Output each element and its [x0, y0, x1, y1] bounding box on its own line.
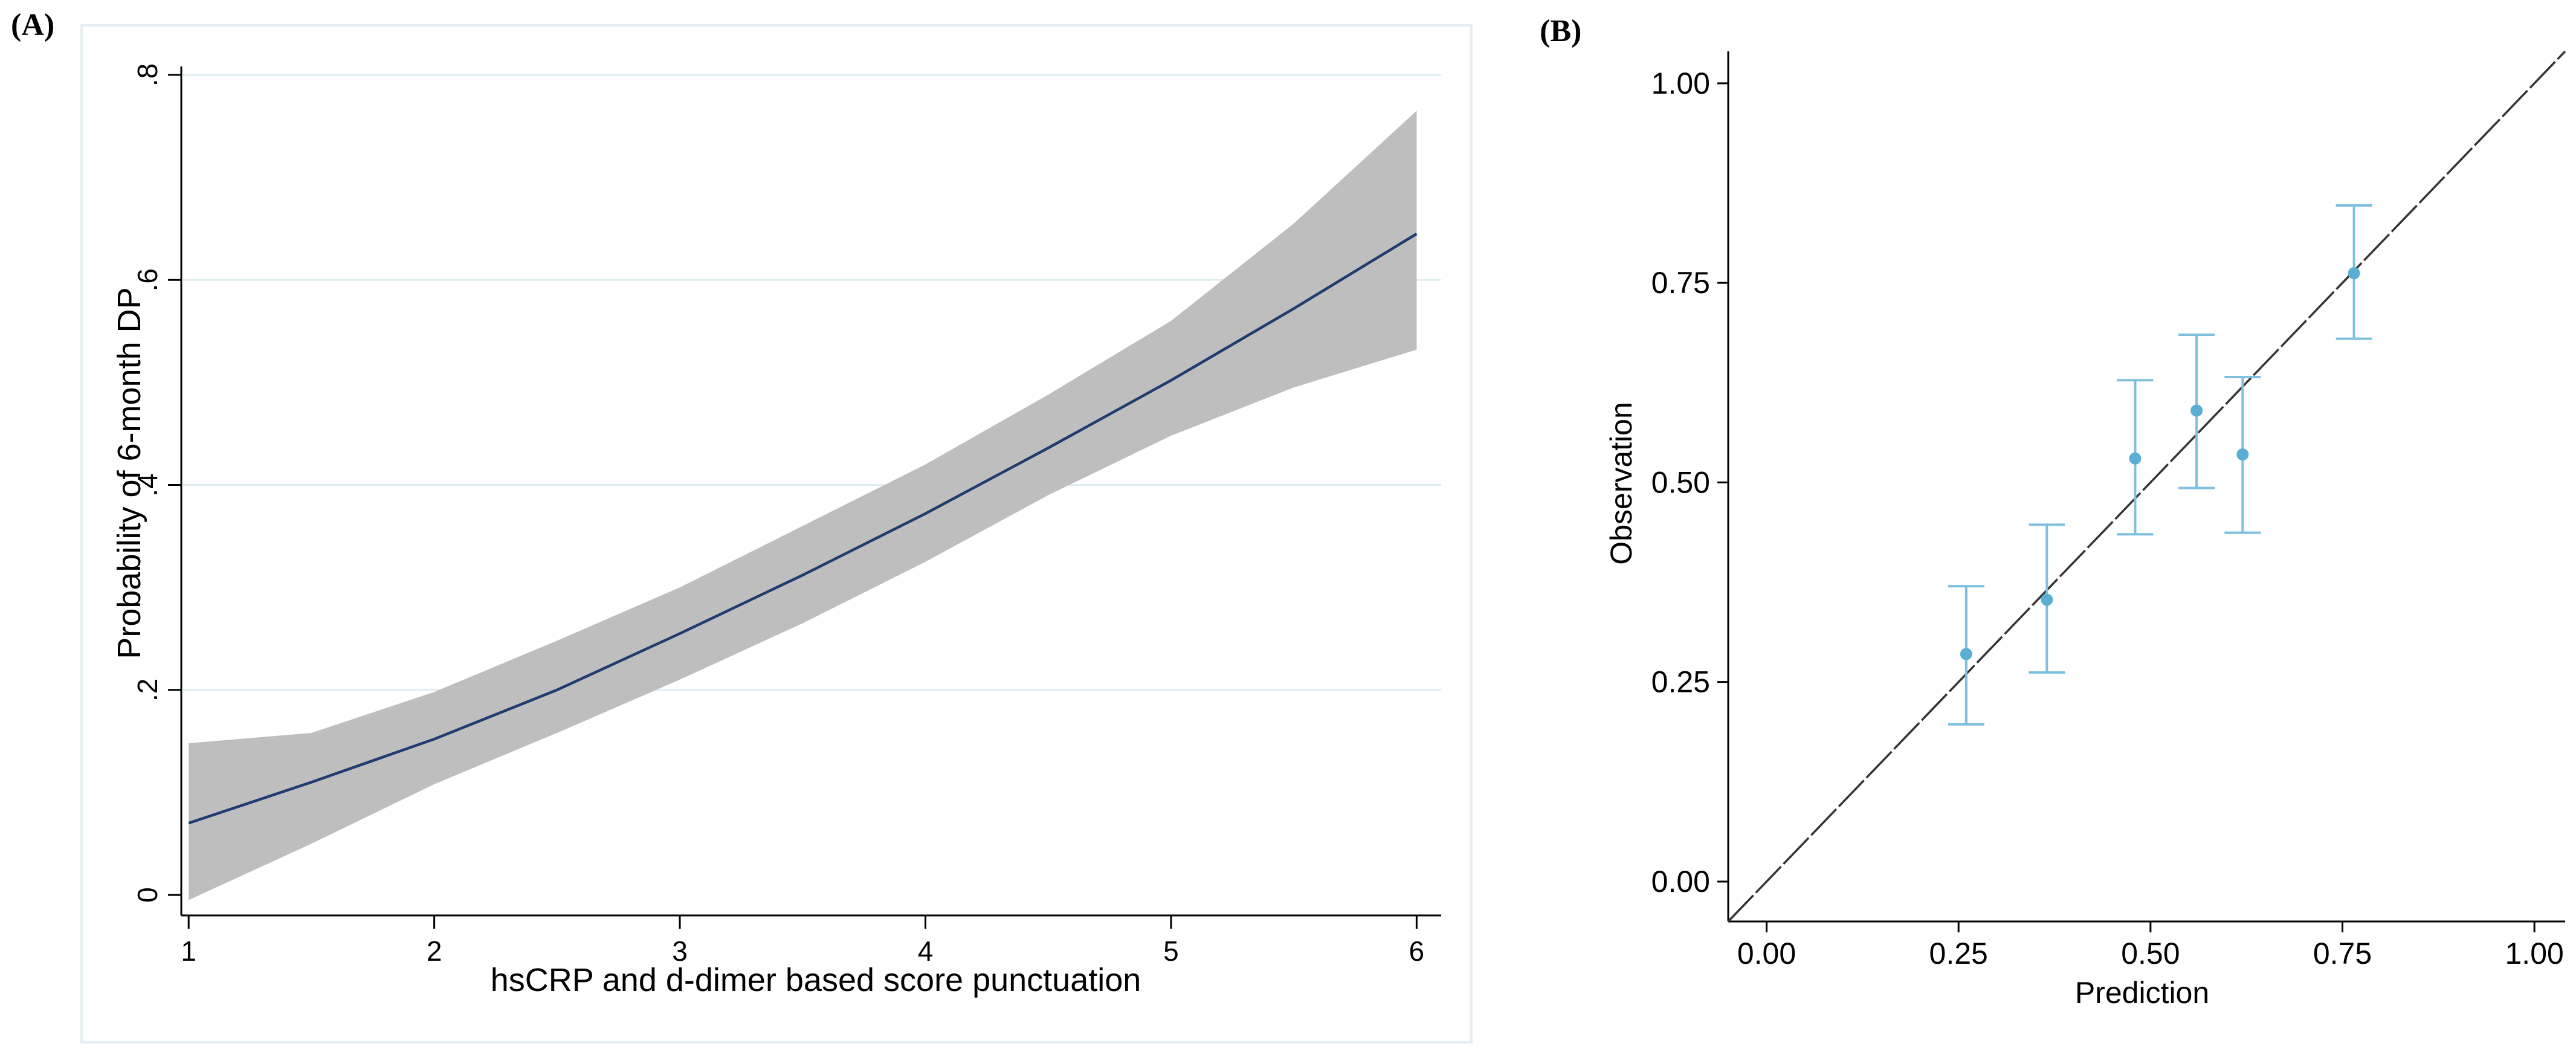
panel-b-identity-reference-line [1727, 50, 2566, 923]
chart-panel-a: 1 2 3 4 5 6 0 .2 .4 .6 .8 hsCRP and d-dimer based … [80, 24, 1473, 1044]
panel-b-y-tick-label: 1.00 [1651, 66, 1710, 100]
panel-a-y-tick-label: .8 [132, 63, 163, 86]
panel-a-probability-line [188, 232, 1418, 825]
chart-panel-b: 0.00 0.25 0.50 0.75 1.00 0.00 0.25 0.50 0.75 1.00… [1604, 50, 2566, 1010]
panel-b-x-tick-label: 0.00 [1737, 937, 1796, 970]
panel-b-y-tick-label: 0.75 [1651, 266, 1710, 300]
panel-a-x-tick-label: 3 [672, 935, 688, 967]
panel-a-x-axis-label: hsCRP and d-dimer based score punctuatio… [491, 962, 1141, 998]
panel-b-y-tick-label: 0.25 [1651, 665, 1710, 699]
panel-a-y-axis-label: Probability of 6-month DP [111, 287, 147, 659]
panel-a-frame [80, 24, 1473, 1044]
panel-b-data-point [2041, 593, 2053, 606]
panel-a-label: (A) [11, 8, 55, 42]
panel-b-data-point [2190, 404, 2203, 417]
panel-b-label: (B) [1540, 14, 1582, 48]
panel-b-x-tick-label: 0.75 [2313, 937, 2372, 970]
panel-a-x-tick-label: 1 [181, 935, 196, 967]
panel-b-y-axis-label: Observation [1604, 402, 1638, 565]
panel-b-data-point [2129, 452, 2142, 465]
panel-b-x-axis-label: Prediction [2075, 976, 2209, 1010]
panel-a-x-tick-label: 2 [427, 935, 442, 967]
panel-b-data-point [2348, 267, 2360, 280]
panel-b-x-tick-label: 1.00 [2505, 937, 2564, 970]
panel-a-x-tick-label: 4 [918, 935, 934, 967]
panel-a-y-tick-label: .6 [132, 268, 163, 291]
panel-b-y-tick-label: 0.00 [1651, 865, 1710, 899]
panel-a-confidence-band [189, 111, 1417, 900]
panel-b-y-tick-label: 0.50 [1651, 465, 1710, 499]
panel-b-data-point [1960, 648, 1972, 660]
panel-b-data-point [2236, 448, 2249, 461]
panel-a-y-tick-label: 0 [132, 887, 163, 903]
panel-a-x-tick-label: 5 [1163, 935, 1179, 967]
panel-b-x-tick-label: 0.25 [1929, 937, 1988, 970]
panel-a-y-tick-label: .2 [132, 679, 163, 702]
panel-b-x-tick-label: 0.50 [2121, 937, 2180, 970]
panel-a-y-tick-label: .4 [132, 473, 163, 496]
panel-a-x-tick-label: 6 [1409, 935, 1425, 967]
